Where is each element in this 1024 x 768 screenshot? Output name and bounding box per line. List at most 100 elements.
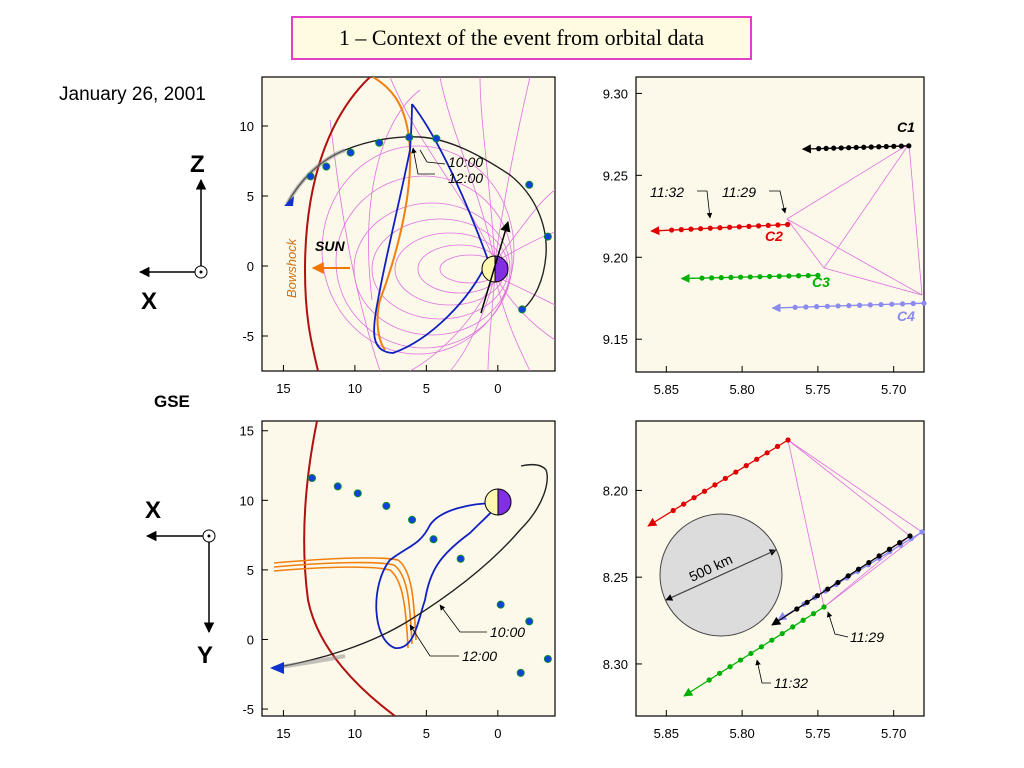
spacecraft-orbit [272, 463, 548, 669]
x-tick-label: 5.75 [805, 726, 830, 741]
model-field-line [373, 103, 489, 354]
track-dot [727, 664, 733, 670]
track-dot [804, 599, 810, 605]
track-dot [889, 301, 895, 307]
track-dot [758, 644, 764, 650]
magnetopause-curves [273, 557, 417, 649]
x-tick-label: 10 [348, 726, 362, 741]
y-tick-label: 0 [247, 632, 254, 647]
axis-ticks: 5.85 5.80 5.75 5.70 9.30 9.25 9.20 9.15 [603, 86, 907, 397]
y-tick-label: 8.25 [603, 570, 628, 585]
time-label-10: 10:00 [448, 154, 483, 170]
orbit-dot [346, 148, 355, 157]
c4-label: C4 [897, 308, 915, 324]
track-dot [855, 566, 862, 572]
track-dot [846, 303, 852, 309]
x-tick-label: 10 [348, 381, 362, 396]
track-dot [712, 482, 718, 488]
track-dot [784, 221, 791, 228]
axis-ticks: 15 10 5 0 10 5 0 -5 [240, 119, 502, 396]
track-dot [779, 630, 785, 637]
track-dot [814, 593, 821, 599]
track-dot [906, 143, 912, 149]
track-dot [748, 650, 754, 657]
orbit-dot [405, 133, 414, 142]
track-dot [898, 143, 904, 149]
axis-x-label: X [141, 288, 157, 315]
track-dot [825, 586, 831, 592]
track-dot [868, 144, 874, 150]
orbit-markers [306, 133, 552, 314]
orbit-dot [496, 600, 505, 609]
track-dot [774, 443, 781, 450]
track-dot [803, 304, 809, 310]
track-dot [754, 456, 760, 462]
track-dot [706, 677, 712, 683]
track-dot [691, 495, 697, 501]
orbit-dot [322, 162, 331, 171]
y-tick-label: -5 [242, 329, 254, 344]
earth-icon [481, 255, 509, 283]
panel-xz-orbit: SUN Bowshock 10:00 12:00 15 10 5 0 10 5 0 -5 [240, 76, 556, 396]
y-tick-label: 8.30 [603, 657, 628, 672]
track-dot [786, 273, 792, 279]
track-dot [856, 302, 863, 308]
y-tick-label: 9.25 [603, 168, 628, 183]
orbit-dot [382, 501, 391, 510]
track-dot [769, 637, 775, 643]
y-tick-label: 10 [240, 493, 254, 508]
model-field-line [375, 502, 498, 649]
orbit-start-marker [270, 662, 284, 674]
track-dot [727, 224, 733, 230]
tetrahedron-lines [786, 143, 923, 296]
time-label-1129: 11:29 [722, 184, 756, 200]
bowshock-label: Bowshock [284, 237, 299, 298]
track-dot [699, 275, 705, 281]
track-dot [670, 507, 676, 514]
track-dot [876, 553, 882, 559]
panel-xy-zoom: 500 km 11:29 11:32 5.85 5.80 5.75 5.70 8.20 8… [603, 420, 925, 741]
orbit-dot [375, 138, 384, 147]
axis-glyph-xy: X Y [145, 497, 216, 669]
track-dot [757, 274, 763, 280]
track-dot [821, 604, 827, 610]
x-tick-label: 15 [276, 726, 290, 741]
x-tick-label: 5.80 [729, 726, 754, 741]
track-dot [765, 222, 771, 229]
orbit-markers [308, 474, 552, 677]
orbit-dot [432, 134, 441, 143]
track-dot [698, 226, 704, 232]
track-dot [733, 469, 739, 475]
time-label-1132: 11:32 [650, 184, 684, 200]
track-dot [743, 463, 749, 469]
orbit-start-marker [284, 196, 294, 206]
time-label-12: 12:00 [462, 648, 497, 664]
axis-ticks: 5.85 5.80 5.75 5.70 8.20 8.25 8.30 [603, 483, 907, 741]
track-dot [737, 657, 744, 663]
time-label-1132: 11:32 [774, 675, 808, 691]
track-dot [846, 145, 852, 151]
orbit-dot [543, 654, 552, 663]
track-dot [764, 450, 770, 456]
scale-circle: 500 km [659, 513, 783, 637]
sun-label: SUN [315, 238, 345, 254]
orbit-dot [306, 172, 315, 181]
spacecraft-tracks [650, 143, 927, 313]
track-dot [878, 301, 884, 308]
track-dot [736, 224, 742, 230]
c2-label: C2 [765, 228, 783, 244]
c3-label: C3 [812, 274, 830, 290]
track-dot [707, 225, 713, 231]
orbit-dot [456, 554, 465, 563]
axis-x-label: X [145, 497, 161, 524]
magnetopause-curve [372, 77, 412, 351]
earth-icon [484, 488, 512, 516]
x-tick-label: 0 [494, 381, 501, 396]
slide-title: 1 – Context of the event from orbital da… [291, 16, 752, 60]
track-dot [919, 529, 925, 535]
orbit-dot [525, 180, 534, 189]
dipole-axis-arrow [480, 220, 511, 314]
track-dot [776, 273, 782, 279]
bowshock-curve [303, 421, 396, 716]
